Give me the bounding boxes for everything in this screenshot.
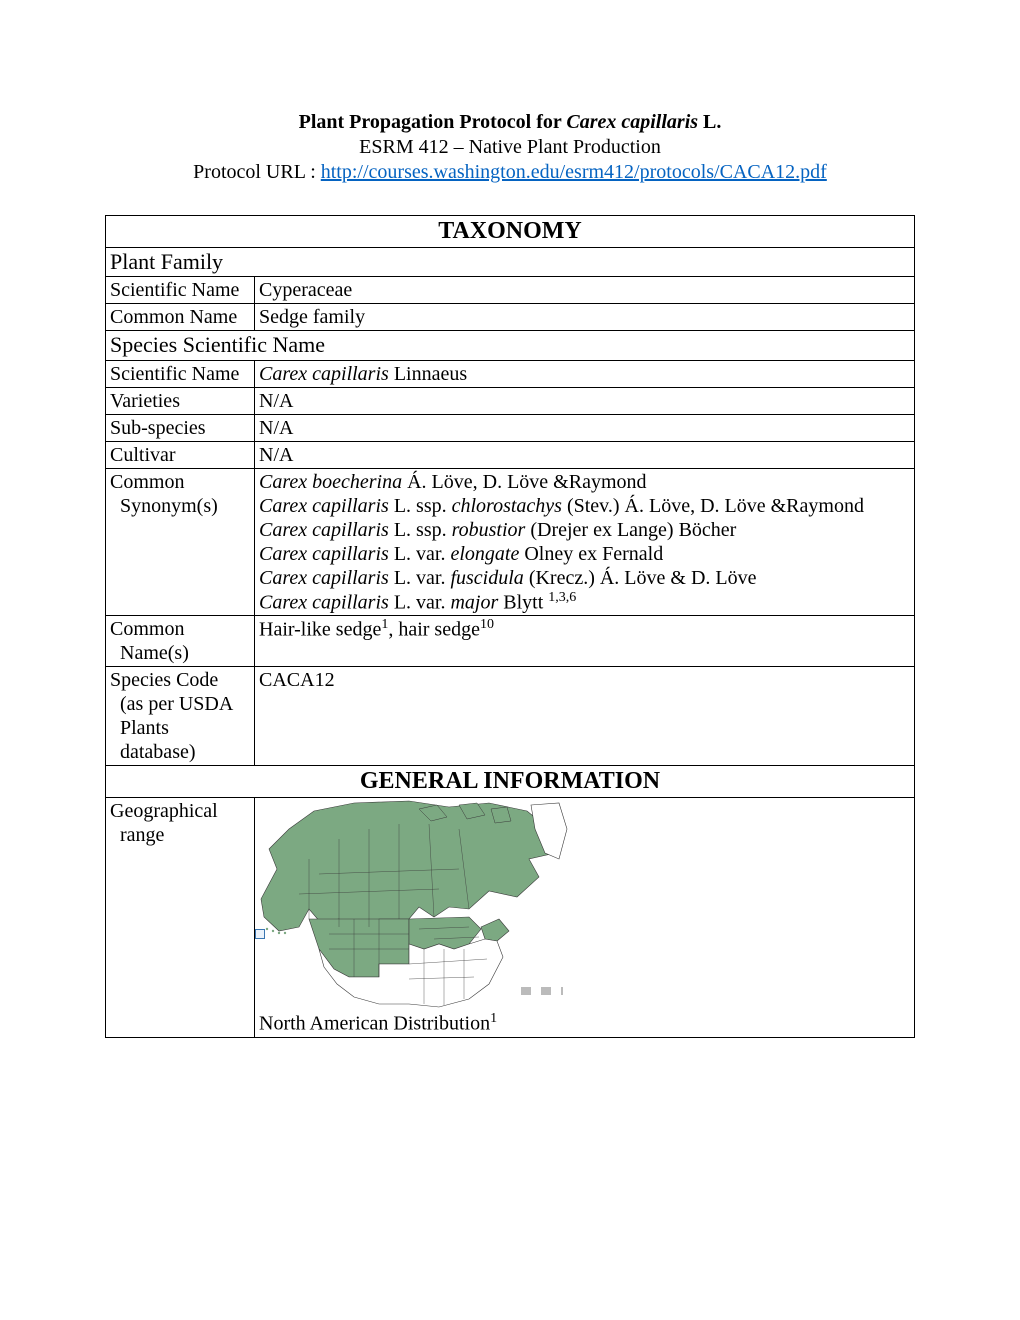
scientific-name-author: Linnaeus <box>389 363 467 385</box>
synonym-3: Carex capillaris L. ssp. robustior (Drej… <box>259 518 910 542</box>
map-caption: North American Distribution1 <box>259 1011 910 1036</box>
geographical-range-label: Geographical range <box>106 798 255 1038</box>
cn-a: Hair-like sedge <box>259 619 381 641</box>
syn4-d: Olney ex Fernald <box>519 543 663 565</box>
syn5-d: (Krecz.) Á. Löve & D. Löve <box>524 567 757 589</box>
species-scientific-name-header: Species Scientific Name <box>106 331 915 360</box>
syn5-a: Carex capillaris <box>259 567 389 589</box>
common-names-l2: Name(s) <box>110 642 189 664</box>
varieties-label: Varieties <box>106 387 255 414</box>
family-scientific-name-value: Cyperaceae <box>255 277 915 304</box>
code-l2: (as per USDA <box>110 693 233 715</box>
protocol-label: Protocol URL : <box>193 161 321 183</box>
geographical-range-value: North American Distribution1 <box>255 798 915 1038</box>
family-scientific-name-label: Scientific Name <box>106 277 255 304</box>
syn2-c: chlorostachys <box>452 495 562 517</box>
plant-family-header: Plant Family <box>106 247 915 276</box>
syn5-c: fuscidula <box>450 567 523 589</box>
taxonomy-section-header: TAXONOMY <box>106 216 915 248</box>
synonym-4: Carex capillaris L. var. elongate Olney … <box>259 542 910 566</box>
syn-label-l1: Common <box>110 471 184 493</box>
document-header: Plant Propagation Protocol for Carex cap… <box>105 110 915 185</box>
family-common-name-label: Common Name <box>106 304 255 331</box>
cn-sup2: 10 <box>480 617 494 632</box>
title-prefix: Plant Propagation Protocol for <box>299 111 567 133</box>
common-names-label: Common Name(s) <box>106 616 255 667</box>
varieties-value: N/A <box>255 387 915 414</box>
code-l4: database) <box>110 741 196 763</box>
syn6-d: Blytt <box>498 591 548 613</box>
caption-text: North American Distribution <box>259 1013 490 1035</box>
cn-b: , hair sedge <box>388 619 480 641</box>
syn4-c: elongate <box>450 543 519 565</box>
syn6-a: Carex capillaris <box>259 591 389 613</box>
syn4-b: L. var. <box>389 543 451 565</box>
code-l1: Species Code <box>110 669 218 691</box>
syn6-sup: 1,3,6 <box>548 590 576 605</box>
scientific-name-italic: Carex capillaris <box>259 363 389 385</box>
code-l3: Plants <box>110 717 169 739</box>
general-info-section-header: GENERAL INFORMATION <box>106 766 915 798</box>
protocol-line: Protocol URL : http://courses.washington… <box>105 160 915 185</box>
scientific-name-value: Carex capillaris Linnaeus <box>255 360 915 387</box>
geo-l2: range <box>110 824 164 846</box>
protocol-url-link[interactable]: http://courses.washington.edu/esrm412/pr… <box>321 161 827 183</box>
synonym-5: Carex capillaris L. var. fuscidula (Krec… <box>259 566 910 590</box>
north-america-map-icon <box>259 799 569 1011</box>
syn2-b: L. ssp. <box>389 495 452 517</box>
syn6-b: L. var. <box>389 591 451 613</box>
species-code-label: Species Code (as per USDA Plants databas… <box>106 667 255 766</box>
cultivar-value: N/A <box>255 441 915 468</box>
title-species: Carex capillaris <box>566 111 698 133</box>
synonym-1: Carex boecherina Á. Löve, D. Löve &Raymo… <box>259 470 910 494</box>
syn2-a: Carex capillaris <box>259 495 389 517</box>
syn3-d: (Drejer ex Lange) Böcher <box>525 519 736 541</box>
map-scale-legend-icon <box>521 987 563 995</box>
syn4-a: Carex capillaris <box>259 543 389 565</box>
common-names-value: Hair-like sedge1, hair sedge10 <box>255 616 915 667</box>
document-subtitle: ESRM 412 – Native Plant Production <box>105 135 915 160</box>
subspecies-value: N/A <box>255 414 915 441</box>
syn-label-l2: Synonym(s) <box>110 495 218 517</box>
syn2-d: (Stev.) Á. Löve, D. Löve &Raymond <box>562 495 864 517</box>
document-title: Plant Propagation Protocol for Carex cap… <box>105 110 915 135</box>
syn3-c: robustior <box>452 519 526 541</box>
cultivar-label: Cultivar <box>106 441 255 468</box>
syn3-b: L. ssp. <box>389 519 452 541</box>
syn3-a: Carex capillaris <box>259 519 389 541</box>
syn5-b: L. var. <box>389 567 451 589</box>
title-suffix: L. <box>698 111 721 133</box>
caption-sup: 1 <box>490 1011 497 1026</box>
subspecies-label: Sub-species <box>106 414 255 441</box>
synonym-2: Carex capillaris L. ssp. chlorostachys (… <box>259 494 910 518</box>
syn6-c: major <box>450 591 498 613</box>
species-code-value: CACA12 <box>255 667 915 766</box>
scientific-name-label: Scientific Name <box>106 360 255 387</box>
syn1-italic: Carex boecherina <box>259 471 402 493</box>
syn1-rest: Á. Löve, D. Löve &Raymond <box>402 471 646 493</box>
family-common-name-value: Sedge family <box>255 304 915 331</box>
taxonomy-table: TAXONOMY Plant Family Scientific Name Cy… <box>105 215 915 1038</box>
image-resize-handle-icon <box>255 929 265 939</box>
common-synonyms-label: Common Synonym(s) <box>106 468 255 616</box>
distribution-map <box>259 799 569 1011</box>
geo-l1: Geographical <box>110 800 218 822</box>
common-synonyms-value: Carex boecherina Á. Löve, D. Löve &Raymo… <box>255 468 915 616</box>
page: Plant Propagation Protocol for Carex cap… <box>0 0 1020 1320</box>
common-names-l1: Common <box>110 618 184 640</box>
synonym-6: Carex capillaris L. var. major Blytt 1,3… <box>259 590 910 615</box>
